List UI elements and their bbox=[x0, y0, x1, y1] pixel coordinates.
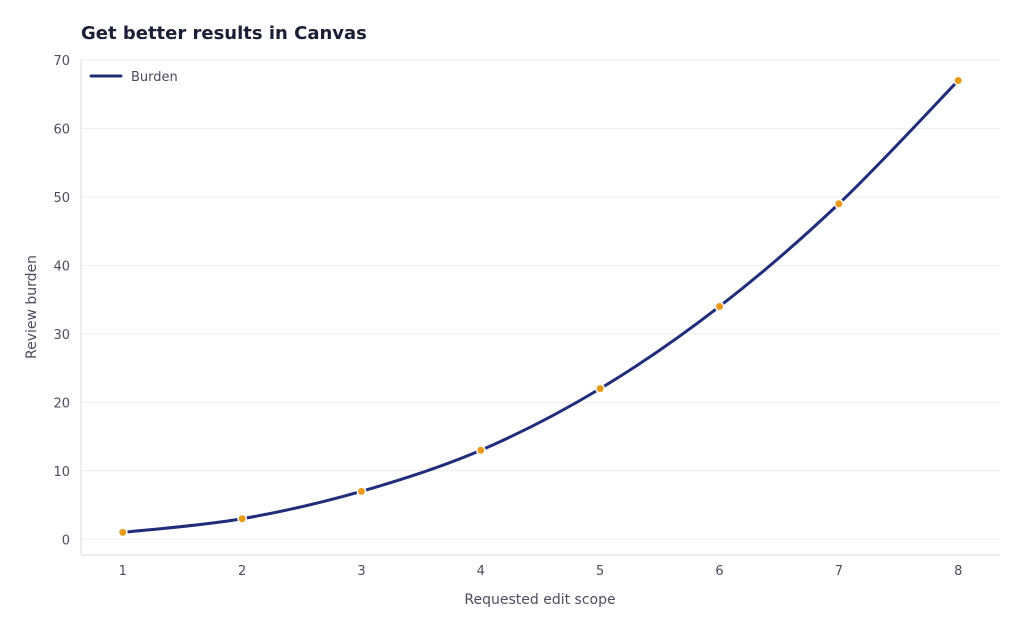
data-point bbox=[475, 445, 486, 456]
y-tick-label: 20 bbox=[53, 396, 70, 411]
x-tick-label: 6 bbox=[715, 564, 723, 579]
x-tick-label: 2 bbox=[238, 564, 246, 579]
y-tick-label: 30 bbox=[53, 328, 70, 343]
data-point bbox=[595, 383, 606, 394]
series bbox=[117, 75, 964, 538]
data-point bbox=[117, 527, 128, 538]
x-tick-label: 3 bbox=[357, 564, 365, 579]
y-tick-label: 40 bbox=[53, 259, 70, 274]
y-tick-labels: 0 10 20 30 40 50 60 70 bbox=[53, 54, 70, 548]
y-tick-label: 50 bbox=[53, 191, 70, 206]
series-line bbox=[121, 79, 960, 534]
x-axis-label: Requested edit scope bbox=[464, 592, 615, 608]
legend: Burden bbox=[89, 70, 178, 85]
chart-title: Get better results in Canvas bbox=[81, 23, 367, 44]
axes bbox=[80, 60, 1000, 556]
x-tick-labels: 1 2 3 4 5 6 7 8 bbox=[119, 564, 963, 579]
data-point bbox=[953, 75, 964, 86]
data-point bbox=[714, 301, 725, 312]
y-axis-label: Review burden bbox=[24, 255, 40, 359]
x-tick-label: 8 bbox=[954, 564, 962, 579]
y-tick-label: 0 bbox=[62, 533, 70, 548]
data-point bbox=[356, 486, 367, 497]
legend-label: Burden bbox=[131, 70, 178, 85]
x-tick-label: 5 bbox=[596, 564, 604, 579]
data-point bbox=[237, 513, 248, 524]
x-tick-label: 7 bbox=[835, 564, 843, 579]
data-point bbox=[833, 198, 844, 209]
y-tick-label: 70 bbox=[53, 54, 70, 69]
y-tick-label: 60 bbox=[53, 122, 70, 137]
x-tick-label: 4 bbox=[477, 564, 485, 579]
x-tick-label: 1 bbox=[119, 564, 127, 579]
grid bbox=[81, 59, 1000, 540]
y-tick-label: 10 bbox=[53, 465, 70, 480]
